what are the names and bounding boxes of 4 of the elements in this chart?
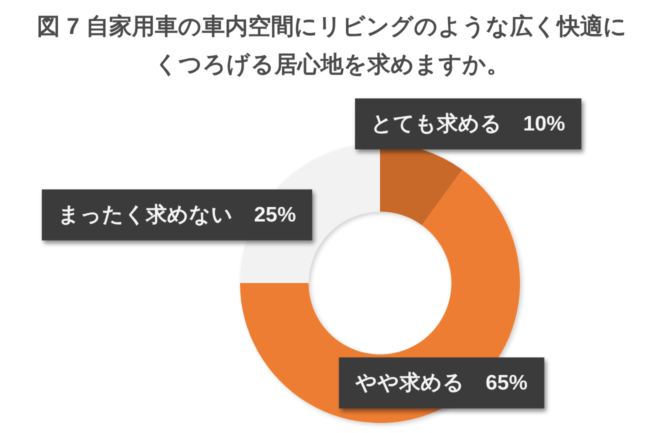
slice-label: とても求める 10% xyxy=(371,112,566,136)
slice-label: まったく求めない 25% xyxy=(58,203,296,226)
slice-label: やや求める 65% xyxy=(354,371,528,394)
chart-title: 図 7 自家用車の車内空間にリビングのような広く快適にくつろげる居心地を求めますか。 xyxy=(37,13,627,77)
